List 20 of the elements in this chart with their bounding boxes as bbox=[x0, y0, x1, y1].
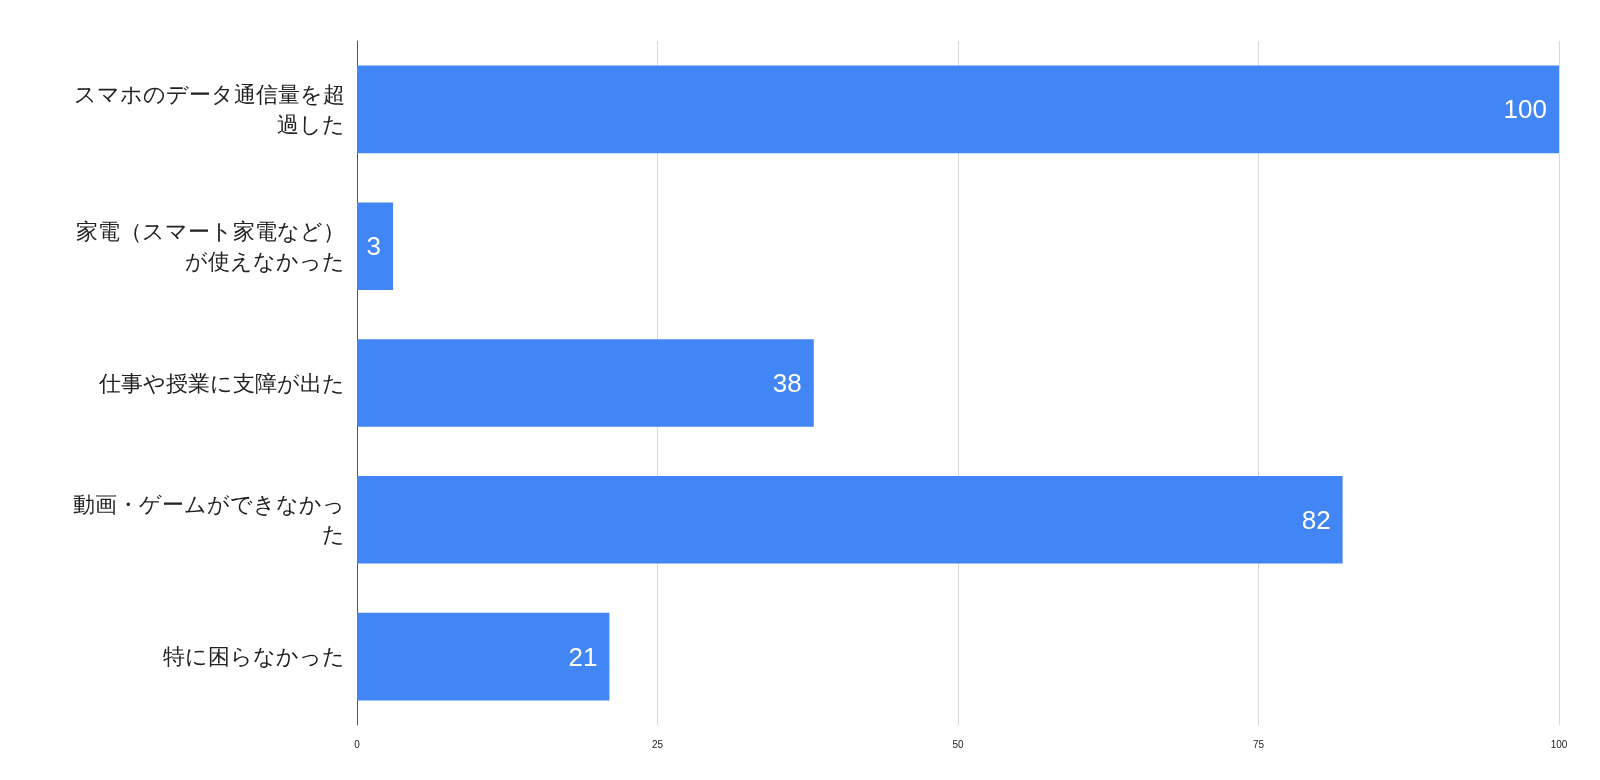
y-tick-label: 特に困らなかった bbox=[163, 644, 345, 670]
bar bbox=[357, 65, 1559, 154]
x-tick-label: 50 bbox=[952, 738, 964, 750]
y-tick-label: 仕事や授業に支障が出た bbox=[98, 370, 345, 396]
data-label: 3 bbox=[366, 231, 382, 262]
bar bbox=[357, 202, 394, 290]
data-label: 82 bbox=[1301, 504, 1331, 535]
bar bbox=[357, 476, 1343, 564]
x-tick-label: 75 bbox=[1252, 738, 1265, 750]
x-tick-label: 100 bbox=[1550, 738, 1568, 750]
y-tick-label: 家電（スマート家電など）が使えなかった bbox=[76, 218, 345, 274]
bar bbox=[357, 339, 814, 427]
bar bbox=[357, 612, 610, 701]
x-tick-label: 25 bbox=[651, 738, 664, 750]
data-label: 21 bbox=[568, 641, 598, 672]
y-tick-label: 動画・ゲームができなかった bbox=[73, 492, 345, 548]
data-label: 38 bbox=[772, 368, 802, 398]
data-label: 100 bbox=[1503, 94, 1547, 125]
x-tick-label: 0 bbox=[354, 738, 361, 750]
y-tick-label: スマホのデータ通信量を超過した bbox=[74, 81, 345, 137]
